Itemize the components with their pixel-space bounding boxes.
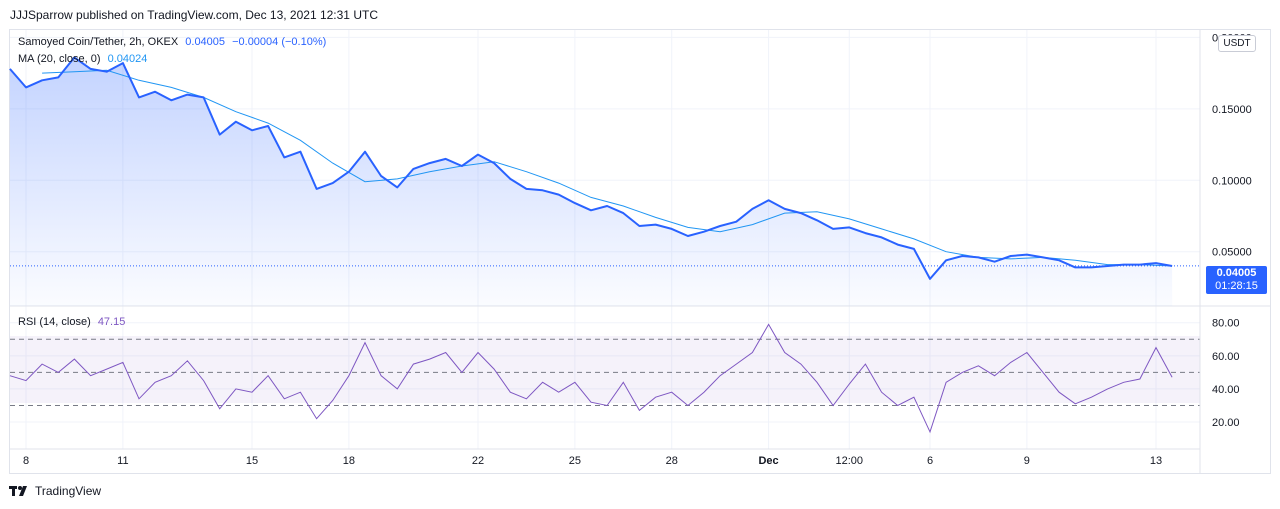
ma-value: 0.04024 xyxy=(107,53,148,65)
rsi-band-background xyxy=(10,336,1200,403)
tradingview-logo-label: TradingView xyxy=(35,484,102,498)
tradingview-logo[interactable]: TradingView xyxy=(9,484,101,498)
time-tick-label: 9 xyxy=(1024,455,1030,467)
chart-frame xyxy=(9,29,1271,474)
rsi-line[interactable] xyxy=(9,323,1173,434)
time-tick-label: 11 xyxy=(117,455,128,467)
time-tick-label: 18 xyxy=(343,455,355,467)
time-tick-label: Dec xyxy=(758,455,778,467)
ma-label: MA (20, close, 0) xyxy=(18,53,101,65)
time-tick-label: 13 xyxy=(1150,455,1162,467)
rsi-label: RSI (14, close) xyxy=(18,316,91,328)
price-area-fill xyxy=(9,57,1173,307)
rsi-value: 47.15 xyxy=(97,316,126,328)
currency-unit-button[interactable]: USDT xyxy=(1218,35,1256,52)
rsi-tick-label: 60.00 xyxy=(1212,351,1240,363)
time-tick-label: 22 xyxy=(472,455,484,467)
price-tick-label: 0.15000 xyxy=(1212,104,1252,116)
time-tick-label: 28 xyxy=(666,455,678,467)
price-tick-label: 0.10000 xyxy=(1212,175,1252,187)
time-tick-label: 15 xyxy=(246,455,258,467)
time-tick-label: 6 xyxy=(927,455,933,467)
last-price-tag: 0.04005 01:28:15 xyxy=(1206,266,1267,294)
rsi-tick-label: 40.00 xyxy=(1212,384,1240,396)
last-price-value: 0.04005 xyxy=(185,36,226,48)
time-tick-label: 12:00 xyxy=(836,455,864,467)
symbol-label: Samoyed Coin/Tether, 2h, OKEX xyxy=(18,36,179,48)
price-tick-label: 0.05000 xyxy=(1212,247,1252,259)
time-tick-label: 8 xyxy=(23,455,29,467)
rsi-tick-label: 20.00 xyxy=(1212,417,1240,429)
bar-countdown: 01:28:15 xyxy=(1215,280,1258,292)
price-line[interactable] xyxy=(9,56,1173,280)
last-price-tag-value: 0.04005 xyxy=(1216,267,1257,279)
price-change-value: −0.00004 (−0.10%) xyxy=(232,36,327,48)
rsi-legend: RSI (14, close) 47.15 xyxy=(18,316,125,328)
main-legend: Samoyed Coin/Tether, 2h, OKEX 0.04005 −0… xyxy=(18,36,326,48)
time-tick-label: 25 xyxy=(569,455,581,467)
publisher-line: JJJSparrow published on TradingView.com,… xyxy=(10,8,378,22)
tradingview-logo-icon xyxy=(9,486,27,496)
ma-line[interactable] xyxy=(42,69,1173,267)
rsi-tick-label: 80.00 xyxy=(1212,318,1240,330)
ma-legend: MA (20, close, 0) 0.04024 xyxy=(18,53,147,65)
